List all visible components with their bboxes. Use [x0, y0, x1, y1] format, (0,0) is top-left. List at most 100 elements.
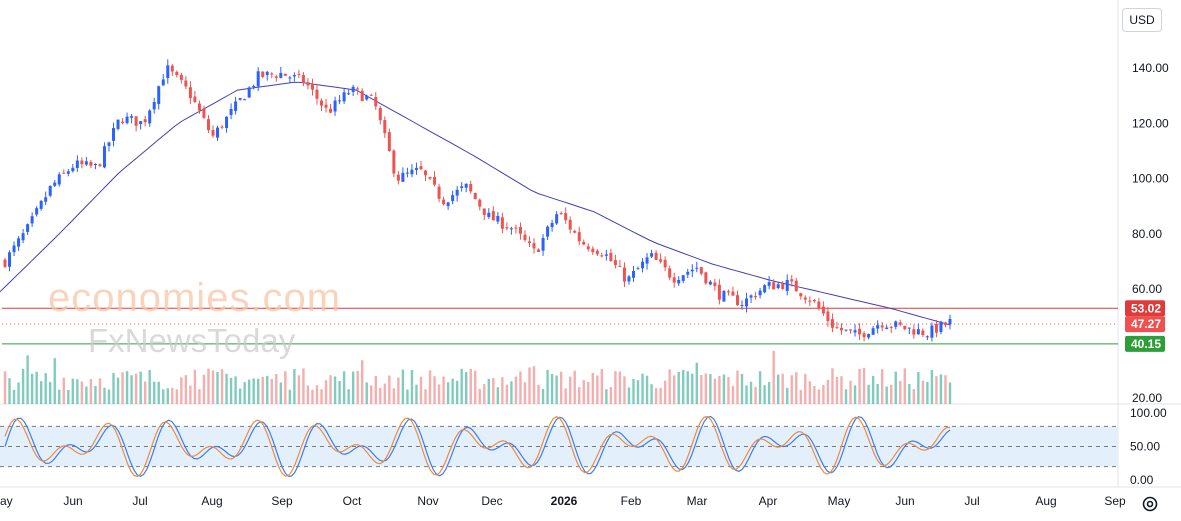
candle-body — [270, 73, 274, 75]
volume-bar — [799, 389, 802, 404]
volume-bar — [487, 378, 491, 404]
candle-body — [686, 271, 690, 275]
candle-body — [496, 215, 500, 222]
volume-bar — [781, 373, 784, 404]
volume-bar — [623, 376, 626, 404]
volume-bar — [632, 378, 635, 404]
time-tick-label: Sep — [271, 494, 293, 508]
candle-body — [469, 184, 473, 192]
candle-body — [849, 329, 853, 331]
candle-body — [735, 295, 739, 306]
volume-bar — [388, 375, 391, 404]
candle-body — [365, 95, 369, 100]
candle-body — [143, 119, 147, 123]
candle-body — [378, 107, 382, 121]
volume-bar — [731, 386, 735, 404]
gear-icon[interactable] — [1140, 494, 1160, 514]
volume-bar — [44, 373, 47, 404]
candle-body — [478, 199, 482, 207]
volume-bar — [596, 375, 599, 404]
volume-bar — [935, 376, 938, 404]
volume-bar — [772, 350, 775, 404]
candle-body — [921, 330, 925, 336]
candle-body — [39, 200, 43, 209]
candle-body — [451, 195, 455, 202]
candle-body — [184, 80, 188, 87]
volume-bar — [939, 374, 943, 404]
volume-bar — [342, 371, 346, 404]
volume-bar — [275, 374, 278, 404]
candle-body — [826, 311, 830, 322]
candle-body — [903, 325, 907, 330]
candle-body — [754, 296, 758, 298]
volume-bar — [677, 371, 680, 404]
candle-body — [582, 241, 586, 245]
volume-bar — [474, 370, 477, 404]
candle-body — [170, 65, 174, 72]
volume-bar — [600, 369, 604, 404]
candle-body — [745, 298, 749, 307]
currency-button[interactable]: USD — [1122, 8, 1162, 32]
volume-bar — [840, 376, 843, 404]
volume-bar — [49, 382, 52, 404]
candle-body — [776, 284, 780, 289]
time-tick-label: Aug — [201, 494, 222, 508]
volume-bar — [139, 371, 142, 404]
candle-body — [274, 76, 278, 78]
volume-bar — [537, 384, 540, 404]
volume-bar — [383, 383, 387, 404]
volume-bar — [718, 375, 721, 404]
price-tick-label: 60.00 — [1132, 282, 1162, 296]
volume-bar — [460, 368, 463, 404]
volume-bar — [713, 378, 717, 404]
volume-bar — [198, 389, 201, 404]
volume-bar — [817, 389, 821, 404]
time-tick-label: May — [828, 494, 851, 508]
candle-body — [631, 270, 635, 278]
volume-bar — [333, 376, 337, 404]
watermark-fxnewstoday: FxNewsToday — [88, 322, 296, 359]
candle-body — [527, 241, 531, 243]
candle-body — [568, 219, 572, 230]
candle-body — [17, 238, 21, 247]
volume-bar — [695, 362, 698, 404]
candle-body — [523, 234, 527, 241]
candle-body — [885, 327, 889, 330]
candle-body — [482, 208, 486, 216]
volume-bar — [514, 376, 518, 404]
candle-body — [75, 160, 79, 168]
candle-body — [310, 83, 314, 90]
candle-body — [369, 94, 373, 96]
candle-body — [627, 276, 631, 282]
volume-bar — [189, 385, 192, 404]
candle-body — [803, 297, 807, 300]
price-tick-label: 80.00 — [1132, 227, 1162, 241]
candle-body — [663, 259, 667, 268]
candle-body — [66, 171, 70, 174]
volume-bar — [71, 378, 75, 404]
candle-body — [338, 100, 342, 102]
volume-bar — [347, 389, 350, 404]
candle-body — [604, 254, 608, 256]
candle-body — [139, 121, 143, 124]
volume-bar — [361, 360, 364, 404]
candle-body — [424, 170, 428, 176]
volume-bar — [786, 387, 789, 404]
volume-bar — [618, 371, 622, 404]
resistance-badge — [1125, 300, 1165, 317]
volume-bar — [17, 382, 20, 404]
candle-body — [518, 227, 522, 234]
volume-bar — [293, 369, 296, 404]
candle-body — [301, 75, 305, 84]
price-axis: 140.00 120.00 100.00 80.00 60.00 20.00 53.02 47… — [1125, 61, 1169, 405]
time-tick-label: Feb — [621, 494, 642, 508]
candle-body — [320, 100, 324, 106]
candle-body — [749, 295, 753, 298]
volume-bar — [709, 374, 712, 404]
candle-body — [12, 245, 16, 253]
volume-bar — [166, 388, 169, 404]
candle-body — [261, 71, 265, 77]
volume-bar — [722, 374, 726, 404]
volume-bar — [401, 369, 405, 404]
